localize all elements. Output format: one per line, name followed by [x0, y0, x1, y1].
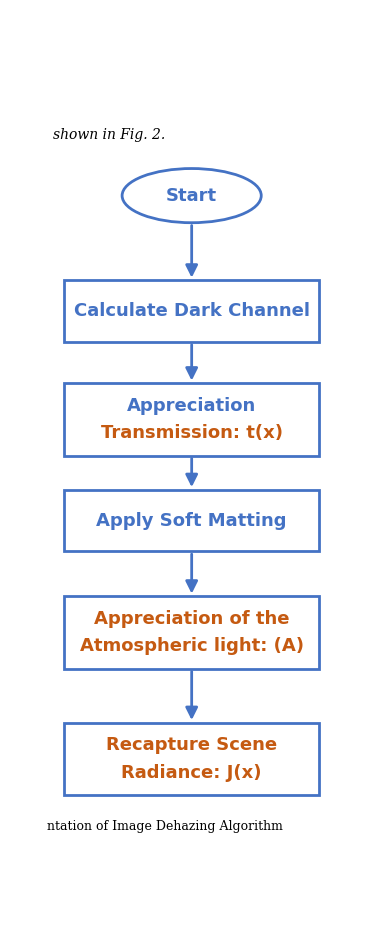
Text: Transmission: t(x): Transmission: t(x) [101, 424, 283, 442]
Text: Radiance: J(x): Radiance: J(x) [122, 764, 262, 781]
FancyBboxPatch shape [64, 490, 319, 552]
Text: shown in Fig. 2.: shown in Fig. 2. [52, 129, 165, 143]
Text: Apply Soft Matting: Apply Soft Matting [96, 511, 287, 530]
Text: Atmospheric light: (A): Atmospheric light: (A) [80, 637, 304, 656]
Text: Start: Start [166, 187, 217, 204]
Text: Appreciation: Appreciation [127, 397, 256, 415]
FancyBboxPatch shape [64, 384, 319, 456]
Text: Recapture Scene: Recapture Scene [106, 736, 277, 754]
Ellipse shape [122, 169, 261, 222]
Text: Calculate Dark Channel: Calculate Dark Channel [74, 302, 310, 320]
FancyBboxPatch shape [64, 280, 319, 341]
Text: Appreciation of the: Appreciation of the [94, 610, 289, 628]
Text: ntation of Image Dehazing Algorithm: ntation of Image Dehazing Algorithm [47, 821, 283, 833]
FancyBboxPatch shape [64, 723, 319, 795]
FancyBboxPatch shape [64, 597, 319, 669]
